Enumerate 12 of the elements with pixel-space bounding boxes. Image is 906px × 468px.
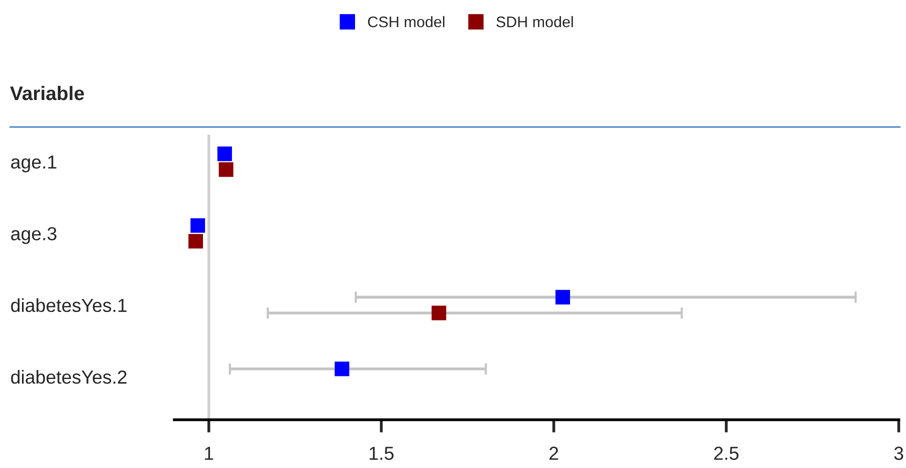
y-tick-label: age.3	[11, 227, 56, 244]
x-tick-label: 2	[550, 446, 558, 460]
y-tick-label: age.1	[11, 156, 56, 172]
x-tick-label: 3	[894, 446, 904, 460]
y-tick-label: diabetesYes.1	[11, 298, 127, 312]
x-tick-label: 1.5	[370, 446, 394, 460]
y-tick-label: diabetesYes.2	[11, 370, 126, 384]
legend-label: CSH model	[368, 16, 444, 28]
x-tick-label: 2.5	[714, 446, 739, 460]
legend-label: SDH model	[496, 16, 573, 28]
x-tick-label: 1	[205, 446, 214, 460]
y-axis-title: Variable	[10, 86, 84, 100]
